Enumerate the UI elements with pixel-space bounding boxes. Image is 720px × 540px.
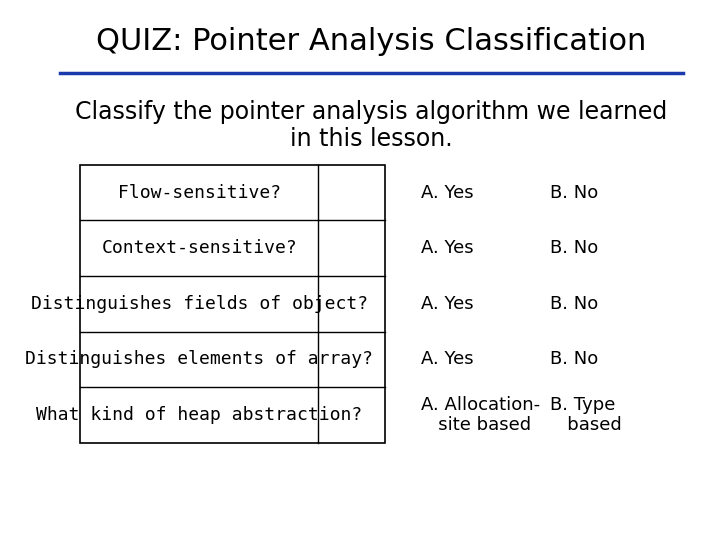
Text: QUIZ: Pointer Analysis Classification: QUIZ: Pointer Analysis Classification [96, 27, 647, 56]
Text: A. Yes: A. Yes [421, 239, 474, 257]
Text: A. Yes: A. Yes [421, 184, 474, 201]
Text: Distinguishes elements of array?: Distinguishes elements of array? [25, 350, 373, 368]
Text: A. Yes: A. Yes [421, 295, 474, 313]
Text: A. Yes: A. Yes [421, 350, 474, 368]
Text: B. No: B. No [550, 350, 599, 368]
Text: B. No: B. No [550, 239, 599, 257]
Text: Distinguishes fields of object?: Distinguishes fields of object? [30, 295, 368, 313]
Text: What kind of heap abstraction?: What kind of heap abstraction? [36, 406, 362, 424]
Text: B. No: B. No [550, 295, 599, 313]
Text: Flow-sensitive?: Flow-sensitive? [117, 184, 281, 201]
Text: Context-sensitive?: Context-sensitive? [102, 239, 297, 257]
Text: Classify the pointer analysis algorithm we learned: Classify the pointer analysis algorithm … [76, 100, 667, 124]
Bar [80, 165, 384, 443]
Text: B. No: B. No [550, 184, 599, 201]
Text: B. Type
   based: B. Type based [550, 396, 622, 434]
Text: in this lesson.: in this lesson. [290, 127, 453, 151]
Text: A. Allocation-
   site based: A. Allocation- site based [421, 396, 540, 434]
